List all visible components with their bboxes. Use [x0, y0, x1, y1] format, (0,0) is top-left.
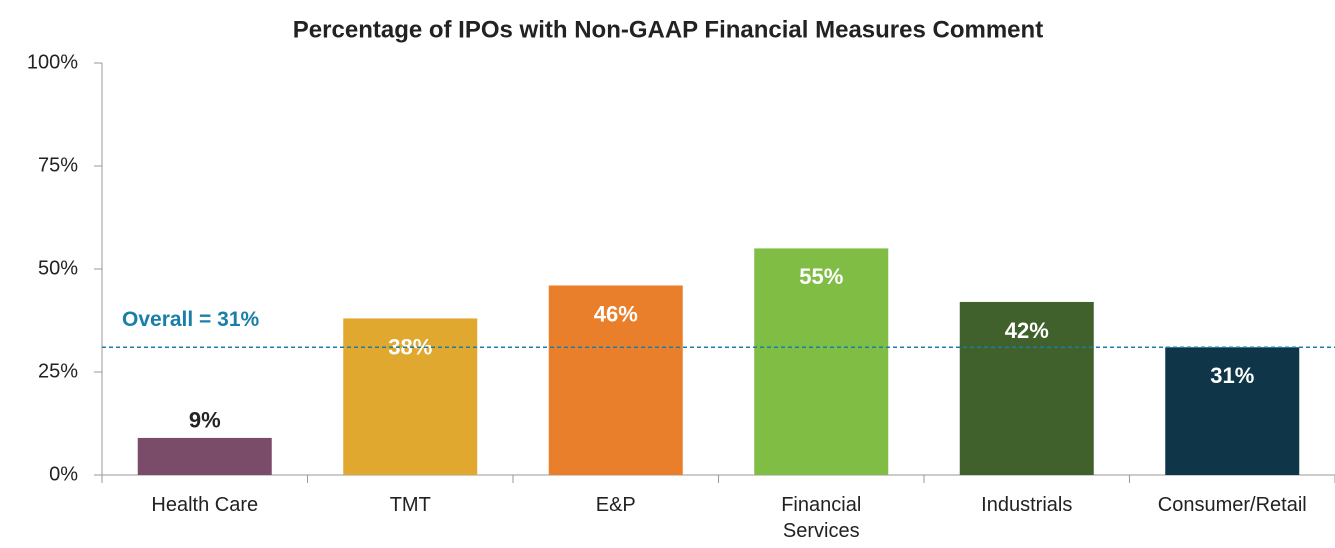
- x-tick-label-box: E&P: [541, 492, 691, 518]
- x-tick-label: TMT: [389, 494, 431, 516]
- bar: [1165, 347, 1300, 475]
- bar: [959, 301, 1094, 475]
- x-tick-label: E&P: [595, 494, 636, 516]
- chart-title: Percentage of IPOs with Non-GAAP Financi…: [293, 16, 1043, 43]
- y-tick-label: 100%: [27, 51, 78, 73]
- x-tick-label-box: Industrials: [952, 492, 1102, 518]
- x-tick-label: Financial Services: [781, 494, 862, 542]
- x-tick-label: Consumer/Retail: [1157, 494, 1307, 516]
- reference-label: Overall = 31%: [122, 308, 260, 331]
- y-tick-label: 50%: [38, 257, 78, 279]
- x-tick-label-box: TMT: [335, 492, 485, 518]
- bar: [137, 437, 272, 475]
- x-tick-label: Health Care: [151, 494, 259, 516]
- x-tick-label: Industrials: [981, 494, 1073, 516]
- value-label: 42%: [1005, 318, 1049, 343]
- x-tick-label-box: Financial Services: [746, 492, 896, 544]
- bar: [754, 248, 889, 475]
- value-label: 46%: [594, 301, 638, 326]
- bar: [343, 318, 478, 475]
- x-tick-label-box: Health Care: [130, 492, 280, 518]
- x-tick-label-box: Consumer/Retail: [1157, 492, 1307, 518]
- y-tick-label: 25%: [38, 360, 78, 382]
- y-tick-label: 0%: [49, 463, 78, 485]
- value-label: 55%: [799, 264, 843, 289]
- bar: [548, 285, 683, 475]
- value-label: 9%: [189, 408, 221, 433]
- y-tick-label: 75%: [38, 154, 78, 176]
- value-label: 31%: [1210, 363, 1254, 388]
